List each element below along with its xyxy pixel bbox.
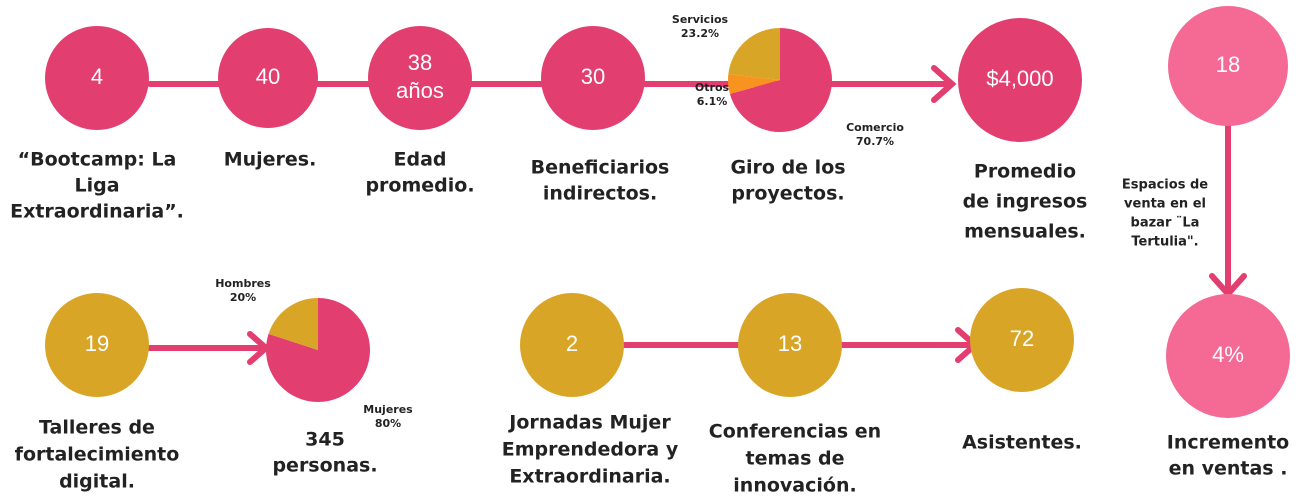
stat-value: 4: [91, 64, 103, 89]
stat-label: temas de: [746, 448, 845, 470]
stat-label: Liga: [74, 175, 119, 197]
slice-value: 70.7%: [856, 135, 894, 148]
stat-circle: [45, 26, 149, 130]
stat-circle: [738, 293, 842, 397]
stat-value: 40: [256, 64, 280, 89]
pie-label: 345: [305, 429, 345, 451]
stat-circle: [520, 293, 624, 397]
stat-label: Extraordinaria.: [509, 466, 670, 488]
stat-label: innovación.: [733, 475, 856, 497]
stat-value: 30: [581, 64, 605, 89]
stat-label: mensuales.: [964, 221, 1086, 243]
stat-circle: [1168, 6, 1288, 126]
slice-name: Hombres: [215, 277, 271, 290]
pie-slice: [728, 74, 780, 94]
arrowhead: [931, 65, 957, 103]
slice-value: 80%: [375, 417, 401, 430]
stat-value: años: [396, 78, 444, 103]
stat-label: Tertulia".: [1131, 235, 1198, 250]
slice-name: Comercio: [846, 121, 904, 134]
slice-name: Otros: [695, 81, 730, 94]
pie-slice: [268, 298, 318, 350]
arrowhead: [247, 331, 271, 365]
stat-label: digital.: [59, 471, 135, 493]
stat-circle: [368, 26, 472, 130]
stat-value: 2: [566, 331, 578, 356]
stat-label: promedio.: [365, 175, 474, 197]
stat-circle: [970, 288, 1074, 392]
pie-label: proyectos.: [731, 183, 844, 205]
stat-value: 19: [85, 331, 109, 356]
stat-label: Edad: [393, 149, 446, 171]
stat-label: venta en el: [1124, 197, 1206, 212]
stat-value: 4%: [1212, 342, 1244, 367]
stat-label: Talleres de: [39, 417, 155, 439]
stat-label: Asistentes.: [962, 432, 1082, 454]
stat-label: en ventas .: [1169, 458, 1288, 480]
stat-label: Beneficiarios: [531, 157, 670, 179]
stat-value: 72: [1010, 326, 1034, 351]
stat-label: bazar ¨La: [1131, 216, 1200, 231]
pie-label: personas.: [272, 455, 377, 477]
stat-label: indirectos.: [543, 183, 657, 205]
stat-circle: [45, 293, 149, 397]
stat-circle: [541, 26, 645, 130]
stat-label: Promedio: [974, 161, 1076, 183]
pie-slice: [728, 28, 780, 80]
stat-label: fortalecimiento: [15, 444, 180, 466]
stat-label: Mujeres.: [224, 149, 317, 171]
stat-label: Jornadas Mujer: [507, 412, 671, 434]
stat-circle: [218, 28, 318, 128]
stat-label: Espacios de: [1122, 178, 1208, 193]
stat-label: Emprendedora y: [502, 439, 679, 461]
slice-value: 6.1%: [697, 95, 728, 108]
stat-label: Extraordinaria”.: [10, 201, 184, 223]
slice-value: 23.2%: [681, 27, 719, 40]
stat-value: $4,000: [986, 66, 1053, 91]
stat-label: Conferencias en: [709, 421, 881, 443]
stat-value: 38: [408, 50, 432, 75]
stat-value: 18: [1216, 52, 1240, 77]
stat-label: Incremento: [1167, 432, 1289, 454]
stat-label: “Bootcamp: La: [18, 149, 177, 171]
pie-slice: [729, 28, 833, 132]
slice-name: Mujeres: [363, 403, 413, 416]
pie-label: Giro de los: [730, 157, 845, 179]
stat-value: 13: [778, 331, 802, 356]
stat-circle: [1166, 294, 1290, 418]
stat-label: de ingresos: [963, 191, 1088, 213]
slice-name: Servicios: [672, 13, 729, 26]
slice-value: 20%: [230, 291, 256, 304]
stat-circle: [958, 18, 1082, 142]
